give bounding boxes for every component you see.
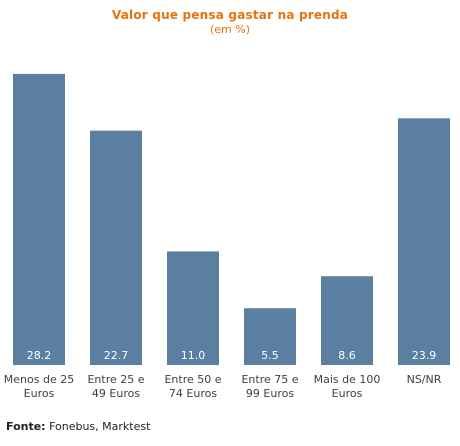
x-tick-label-3: Entre 50 e 74 Euros [164, 373, 222, 400]
bar-value-label-3: 11.0 [181, 349, 206, 362]
chart-title: Valor que pensa gastar na prenda [111, 8, 349, 22]
bar-2 [90, 130, 142, 365]
x-tick-label-6: NS/NR [406, 373, 442, 386]
bar-3 [167, 251, 219, 365]
x-tick-label-1: Menos de 25 Euros [3, 373, 75, 400]
source-note: Fonte: Fonebus, Marktest [6, 420, 150, 434]
bar-value-label-5: 8.6 [338, 349, 356, 362]
bar-value-label-1: 28.2 [27, 349, 52, 362]
x-tick-label-2: Entre 25 e 49 Euros [87, 373, 145, 400]
x-tick-label-5: Mais de 100 Euros [313, 373, 381, 400]
bar-value-label-4: 5.5 [261, 349, 279, 362]
chart-subtitle: (em %) [209, 23, 250, 36]
x-tick-label-4: Entre 75 e 99 Euros [241, 373, 299, 400]
bar-value-label-2: 22.7 [104, 349, 129, 362]
bar-6 [398, 118, 450, 366]
title-block: Valor que pensa gastar na prenda (em %) [0, 8, 460, 37]
bar-5 [321, 276, 373, 365]
source-label: Fonte: [6, 420, 46, 433]
bar-4 [244, 308, 296, 365]
bar-value-label-6: 23.9 [412, 349, 437, 362]
source-text: Fonebus, Marktest [49, 420, 151, 433]
bar-1 [13, 73, 65, 365]
